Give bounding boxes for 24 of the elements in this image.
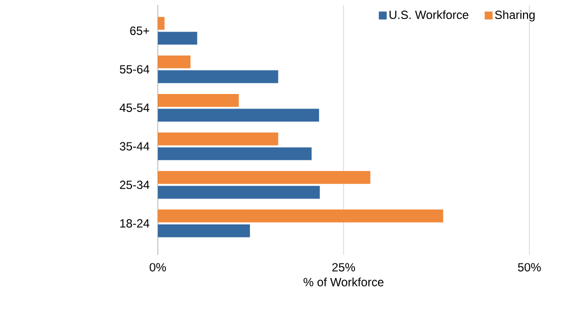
x-tick-label: 50% [518,263,541,272]
y-tick-label: 55-64 [120,65,150,74]
x-tick-label: 25% [332,263,356,272]
y-tick-label: 45-54 [120,104,150,112]
bar [158,94,239,107]
x-axis-title: % of Workforce [304,278,384,286]
bar [158,55,190,68]
bar [158,108,320,122]
y-tick-label: 35-44 [120,142,150,150]
legend-label: U.S. Workforce [390,10,468,19]
legend-label: Sharing [495,10,535,22]
bar [158,16,164,30]
y-tick-label: 25-34 [120,180,150,190]
y-tick-label: 65+ [130,26,150,35]
bar [158,32,198,45]
bar [158,147,312,160]
x-tick-label: 0% [150,263,166,272]
bar [158,70,278,84]
bar [158,170,370,184]
bar [158,132,278,146]
bar [158,224,250,238]
bar [158,186,320,199]
y-tick-label: 18-24 [120,219,150,228]
bar [158,210,444,222]
